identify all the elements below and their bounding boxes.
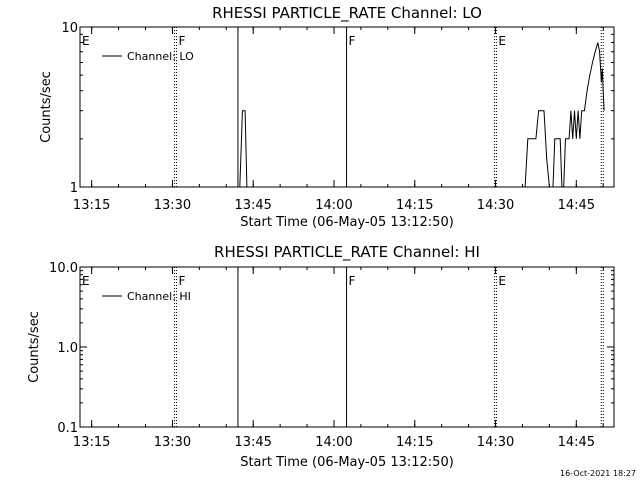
- y-tick-label: 1.0: [57, 341, 78, 356]
- x-tick-label: 14:45: [558, 435, 595, 450]
- flag-label: E: [82, 34, 90, 48]
- x-tick-label: 13:30: [154, 198, 191, 213]
- legend-label: Channel: HI: [127, 290, 191, 303]
- y-tick-label: 1: [70, 181, 78, 196]
- lo-channel-panel: RHESSI PARTICLE_RATE Channel: LO 13:15 13:…: [39, 4, 615, 230]
- x-axis-label: Start Time (06-May-05 13:12:50): [240, 215, 454, 230]
- series-line: [563, 42, 605, 188]
- flag-label: E: [498, 274, 506, 288]
- x-tick-label: 13:45: [234, 198, 271, 213]
- flag-label: F: [178, 34, 185, 48]
- chart-title: RHESSI PARTICLE_RATE Channel: HI: [214, 243, 480, 262]
- y-axis-label: Counts/sec: [39, 71, 54, 143]
- x-tick-label: 14:30: [477, 435, 514, 450]
- x-tick-label: 14:00: [315, 198, 352, 213]
- y-tick-label: 10: [61, 21, 78, 36]
- series-line: [552, 138, 563, 188]
- footer-timestamp: 16-Oct-2021 18:27: [560, 469, 636, 478]
- x-tick-label: 13:15: [73, 435, 110, 450]
- series-line: [524, 110, 550, 188]
- x-tick-label: 14:00: [315, 435, 352, 450]
- x-axis-label: Start Time (06-May-05 13:12:50): [240, 455, 454, 470]
- x-tick-label: 14:15: [396, 435, 433, 450]
- x-tick-label: 14:30: [477, 198, 514, 213]
- y-tick-label: 10.0: [49, 261, 78, 276]
- chart-title: RHESSI PARTICLE_RATE Channel: LO: [212, 4, 482, 23]
- series-line: [239, 110, 248, 188]
- flag-label: F: [349, 274, 356, 288]
- hi-channel-panel: RHESSI PARTICLE_RATE Channel: HI 13:15 13:…: [27, 243, 615, 470]
- x-tick-label: 14:15: [396, 198, 433, 213]
- flag-label: E: [498, 34, 506, 48]
- x-tick-label: 13:30: [154, 435, 191, 450]
- x-tick-label: 13:15: [73, 198, 110, 213]
- flag-label: F: [178, 274, 185, 288]
- x-tick-label: 14:45: [558, 198, 595, 213]
- flag-label: E: [82, 274, 90, 288]
- y-axis-label: Counts/sec: [27, 311, 42, 383]
- flag-label: F: [349, 34, 356, 48]
- legend-label: Channel: LO: [127, 50, 194, 63]
- y-tick-label: 0.1: [57, 421, 78, 436]
- x-tick-label: 13:45: [234, 435, 271, 450]
